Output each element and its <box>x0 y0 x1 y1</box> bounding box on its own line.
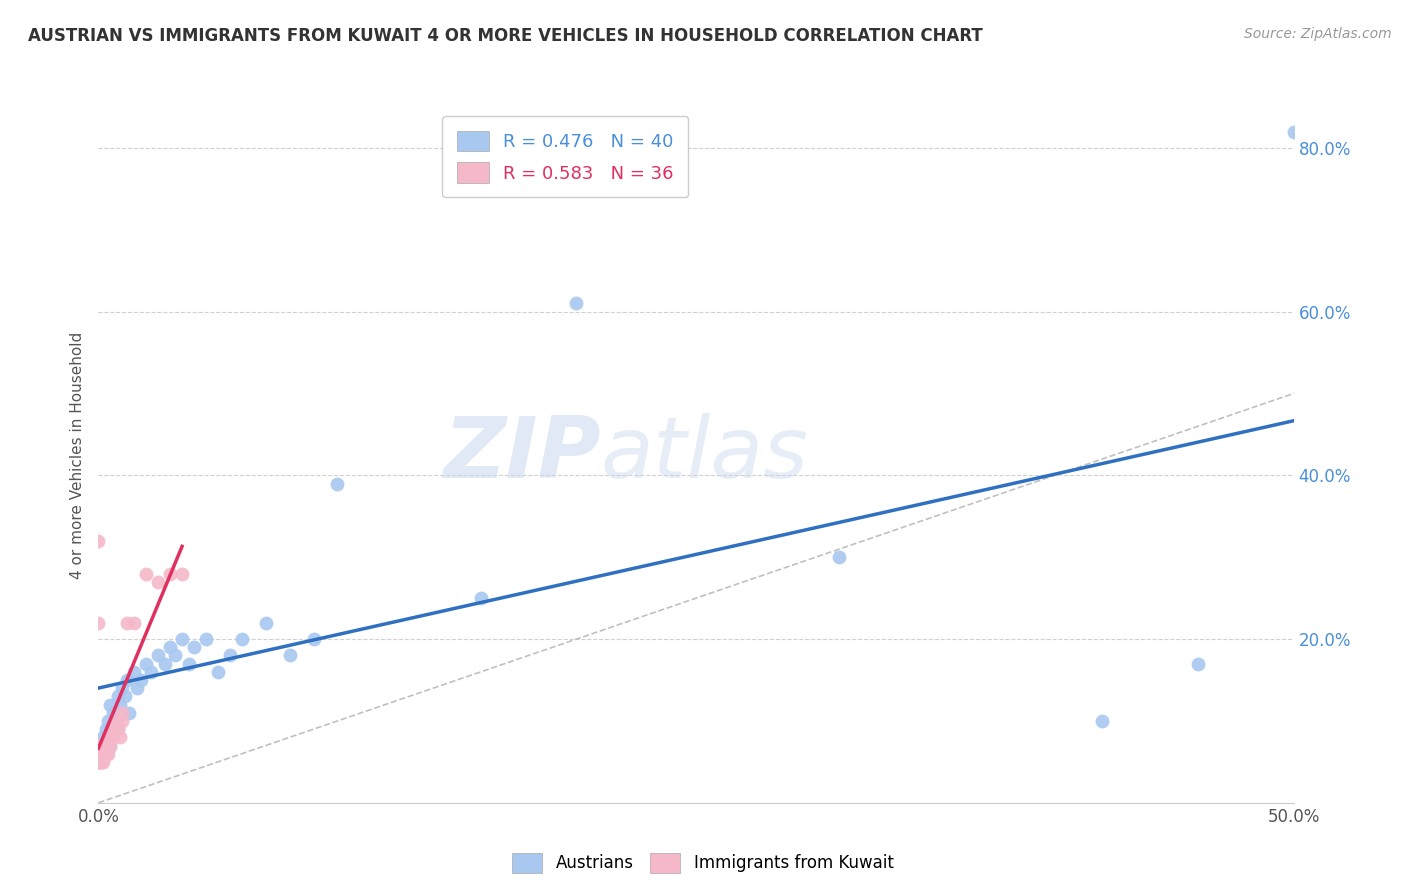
Legend: Austrians, Immigrants from Kuwait: Austrians, Immigrants from Kuwait <box>506 847 900 880</box>
Point <box>90 755 112 769</box>
Point <box>94 747 117 761</box>
Point <box>163 648 186 663</box>
Point <box>179 657 201 671</box>
Point <box>90 747 112 761</box>
Point <box>111 706 134 720</box>
Point <box>94 722 117 736</box>
Point <box>124 615 146 630</box>
Point <box>219 648 242 663</box>
Point <box>1091 714 1114 728</box>
Point <box>148 648 170 663</box>
Point <box>111 681 134 696</box>
Point <box>302 632 325 646</box>
Point <box>101 731 124 745</box>
Point <box>98 739 122 753</box>
Point <box>159 640 181 655</box>
Point <box>90 755 112 769</box>
Y-axis label: 4 or more Vehicles in Household: 4 or more Vehicles in Household <box>69 331 84 579</box>
Point <box>114 690 136 704</box>
Point <box>107 722 129 736</box>
Point <box>1187 657 1209 671</box>
Point <box>107 690 129 704</box>
Point <box>91 755 114 769</box>
Point <box>87 615 110 630</box>
Text: AUSTRIAN VS IMMIGRANTS FROM KUWAIT 4 OR MORE VEHICLES IN HOUSEHOLD CORRELATION C: AUSTRIAN VS IMMIGRANTS FROM KUWAIT 4 OR … <box>28 27 983 45</box>
Point <box>111 714 134 728</box>
Point <box>104 714 127 728</box>
Point <box>87 739 110 753</box>
Point <box>87 755 110 769</box>
Point <box>470 591 492 606</box>
Point <box>101 722 124 736</box>
Point <box>87 747 110 761</box>
Point <box>97 714 120 728</box>
Point <box>254 615 277 630</box>
Point <box>148 574 170 589</box>
Text: atlas: atlas <box>600 413 808 497</box>
Point <box>98 739 122 753</box>
Point <box>94 739 117 753</box>
Point <box>91 739 114 753</box>
Point <box>101 706 124 720</box>
Point <box>115 673 138 687</box>
Text: Source: ZipAtlas.com: Source: ZipAtlas.com <box>1244 27 1392 41</box>
Point <box>91 731 114 745</box>
Point <box>131 673 153 687</box>
Point <box>278 648 301 663</box>
Point <box>1282 125 1305 139</box>
Point <box>87 755 110 769</box>
Point <box>87 755 110 769</box>
Point <box>91 747 114 761</box>
Point <box>124 665 146 679</box>
Point <box>207 665 229 679</box>
Point <box>135 657 157 671</box>
Legend: R = 0.476   N = 40, R = 0.583   N = 36: R = 0.476 N = 40, R = 0.583 N = 36 <box>441 116 689 197</box>
Point <box>115 615 138 630</box>
Point <box>139 665 162 679</box>
Point <box>183 640 205 655</box>
Point <box>97 731 120 745</box>
Point <box>87 755 110 769</box>
Point <box>104 714 127 728</box>
Point <box>108 698 131 712</box>
Point <box>98 731 122 745</box>
Point <box>125 681 148 696</box>
Point <box>98 698 122 712</box>
Point <box>90 747 112 761</box>
Point <box>87 747 110 761</box>
Point <box>172 632 194 646</box>
Point <box>87 533 110 548</box>
Text: ZIP: ZIP <box>443 413 600 497</box>
Point <box>155 657 177 671</box>
Point <box>135 566 157 581</box>
Point <box>326 476 349 491</box>
Point <box>231 632 253 646</box>
Point <box>159 566 181 581</box>
Point <box>97 747 120 761</box>
Point <box>87 755 110 769</box>
Point <box>194 632 218 646</box>
Point <box>107 722 129 736</box>
Point <box>565 296 588 310</box>
Point <box>118 706 141 720</box>
Point <box>172 566 194 581</box>
Point <box>828 550 851 565</box>
Point <box>108 731 131 745</box>
